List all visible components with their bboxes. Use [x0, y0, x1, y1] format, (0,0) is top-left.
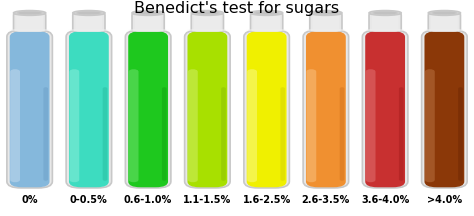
- FancyBboxPatch shape: [369, 13, 401, 32]
- FancyBboxPatch shape: [69, 69, 79, 182]
- FancyBboxPatch shape: [425, 69, 435, 182]
- Ellipse shape: [369, 11, 401, 15]
- FancyBboxPatch shape: [191, 13, 223, 32]
- FancyBboxPatch shape: [188, 69, 198, 182]
- FancyBboxPatch shape: [188, 29, 228, 31]
- FancyBboxPatch shape: [73, 13, 105, 32]
- Ellipse shape: [191, 11, 223, 15]
- FancyBboxPatch shape: [221, 87, 226, 181]
- FancyBboxPatch shape: [185, 30, 230, 188]
- FancyBboxPatch shape: [10, 69, 20, 182]
- FancyBboxPatch shape: [372, 13, 398, 32]
- FancyBboxPatch shape: [365, 29, 405, 31]
- Text: 1.1-1.5%: 1.1-1.5%: [183, 195, 231, 205]
- FancyBboxPatch shape: [281, 87, 285, 181]
- Ellipse shape: [313, 11, 338, 14]
- FancyBboxPatch shape: [66, 30, 112, 188]
- FancyBboxPatch shape: [306, 31, 346, 187]
- FancyBboxPatch shape: [10, 31, 49, 187]
- FancyBboxPatch shape: [246, 29, 286, 31]
- FancyBboxPatch shape: [306, 29, 346, 31]
- Ellipse shape: [373, 11, 398, 14]
- Ellipse shape: [431, 11, 457, 14]
- Ellipse shape: [17, 11, 43, 14]
- FancyBboxPatch shape: [188, 31, 228, 187]
- Text: 2.6-3.5%: 2.6-3.5%: [302, 195, 350, 205]
- FancyBboxPatch shape: [431, 13, 457, 32]
- Ellipse shape: [194, 11, 220, 14]
- FancyBboxPatch shape: [303, 30, 348, 188]
- Ellipse shape: [310, 11, 342, 15]
- FancyBboxPatch shape: [128, 69, 138, 182]
- FancyBboxPatch shape: [128, 29, 168, 31]
- FancyBboxPatch shape: [128, 31, 168, 187]
- Text: 0.6-1.0%: 0.6-1.0%: [124, 195, 172, 205]
- FancyBboxPatch shape: [399, 87, 403, 181]
- Ellipse shape: [13, 11, 46, 15]
- FancyBboxPatch shape: [250, 13, 283, 32]
- Text: 0-0.5%: 0-0.5%: [70, 195, 108, 205]
- FancyBboxPatch shape: [306, 69, 316, 182]
- FancyBboxPatch shape: [313, 13, 339, 32]
- FancyBboxPatch shape: [365, 69, 375, 182]
- Ellipse shape: [250, 11, 283, 15]
- Text: Benedict's test for sugars: Benedict's test for sugars: [135, 1, 339, 16]
- Text: 1.6-2.5%: 1.6-2.5%: [243, 195, 291, 205]
- Text: 0%: 0%: [21, 195, 38, 205]
- Ellipse shape: [76, 11, 101, 14]
- Text: 3.6-4.0%: 3.6-4.0%: [361, 195, 409, 205]
- FancyBboxPatch shape: [69, 31, 109, 187]
- Ellipse shape: [73, 11, 105, 15]
- FancyBboxPatch shape: [132, 13, 164, 32]
- FancyBboxPatch shape: [362, 30, 408, 188]
- FancyBboxPatch shape: [422, 30, 467, 188]
- FancyBboxPatch shape: [69, 29, 109, 31]
- FancyBboxPatch shape: [103, 87, 107, 181]
- FancyBboxPatch shape: [13, 13, 46, 32]
- FancyBboxPatch shape: [246, 31, 286, 187]
- Ellipse shape: [136, 11, 161, 14]
- FancyBboxPatch shape: [247, 69, 257, 182]
- FancyBboxPatch shape: [428, 13, 461, 32]
- Ellipse shape: [132, 11, 164, 15]
- FancyBboxPatch shape: [365, 31, 405, 187]
- FancyBboxPatch shape: [125, 30, 171, 188]
- FancyBboxPatch shape: [194, 13, 220, 32]
- FancyBboxPatch shape: [424, 31, 464, 187]
- FancyBboxPatch shape: [162, 87, 166, 181]
- FancyBboxPatch shape: [135, 13, 161, 32]
- FancyBboxPatch shape: [7, 30, 52, 188]
- FancyBboxPatch shape: [458, 87, 463, 181]
- Ellipse shape: [254, 11, 279, 14]
- FancyBboxPatch shape: [244, 30, 289, 188]
- FancyBboxPatch shape: [424, 29, 464, 31]
- FancyBboxPatch shape: [340, 87, 344, 181]
- FancyBboxPatch shape: [75, 13, 102, 32]
- FancyBboxPatch shape: [10, 29, 49, 31]
- FancyBboxPatch shape: [16, 13, 43, 32]
- FancyBboxPatch shape: [253, 13, 280, 32]
- Ellipse shape: [428, 11, 460, 15]
- FancyBboxPatch shape: [44, 87, 48, 181]
- Text: >4.0%: >4.0%: [427, 195, 462, 205]
- FancyBboxPatch shape: [310, 13, 342, 32]
